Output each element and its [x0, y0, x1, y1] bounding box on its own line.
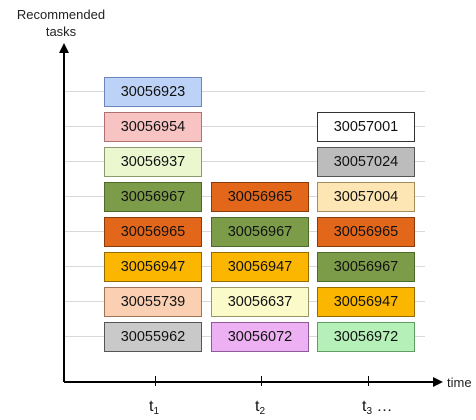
task-cell: 30056965: [317, 217, 415, 247]
task-cell: 30056947: [104, 252, 202, 282]
time-tick-label: t3 …: [362, 398, 393, 417]
y-axis-arrow: [59, 43, 69, 53]
time-tick: [155, 376, 156, 386]
task-cell: 30056937: [104, 147, 202, 177]
gridline: [65, 161, 425, 162]
task-cell: 30056923: [104, 77, 202, 107]
task-cell: 30056947: [211, 252, 309, 282]
task-cell: 30056967: [211, 217, 309, 247]
gridline: [65, 126, 425, 127]
time-tick-label: t2: [255, 398, 266, 417]
x-axis-arrow: [433, 377, 443, 387]
task-cell: 30056637: [211, 287, 309, 317]
task-cell: 30055739: [104, 287, 202, 317]
time-tick: [368, 376, 369, 386]
x-axis: [64, 381, 434, 383]
task-cell: 30057001: [317, 112, 415, 142]
y-axis: [63, 52, 65, 382]
time-tick: [261, 376, 262, 386]
task-cell: 30056965: [104, 217, 202, 247]
task-cell: 30056954: [104, 112, 202, 142]
time-tick-label: t1: [149, 398, 160, 417]
task-cell: 30056947: [317, 287, 415, 317]
task-cell: 30056967: [104, 182, 202, 212]
x-axis-label: time: [447, 375, 472, 390]
y-axis-label: Recommended tasks: [16, 7, 106, 39]
gridline: [65, 91, 425, 92]
task-cell: 30057004: [317, 182, 415, 212]
task-cell: 30056965: [211, 182, 309, 212]
task-cell: 30056072: [211, 322, 309, 352]
task-cell: 30057024: [317, 147, 415, 177]
task-cell: 30056972: [317, 322, 415, 352]
task-cell: 30056967: [317, 252, 415, 282]
task-cell: 30055962: [104, 322, 202, 352]
